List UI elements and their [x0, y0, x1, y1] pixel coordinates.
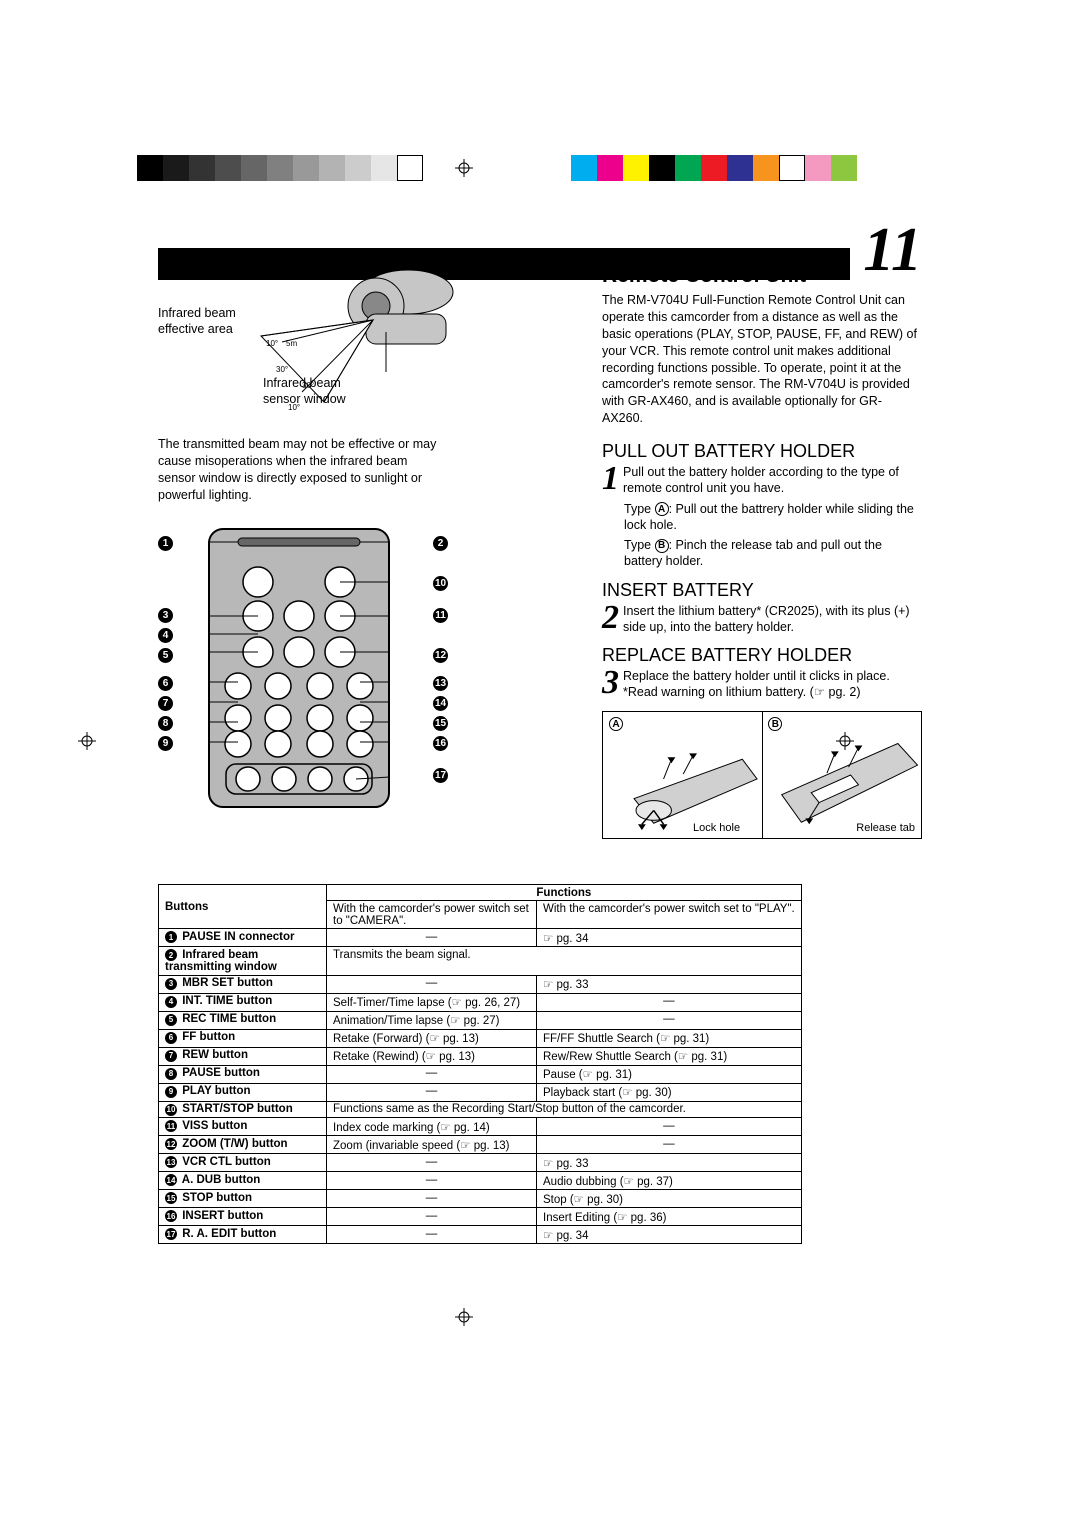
- callout-10: 10: [433, 576, 448, 591]
- battery-holder-diagram: A B: [602, 711, 922, 839]
- infrared-beam-area-label: Infrared beam effective area: [158, 306, 236, 337]
- infrared-sensor-window-label: Infrared beam sensor window: [263, 376, 346, 407]
- step-title: PULL OUT BATTERY HOLDER: [602, 441, 922, 462]
- svg-text:5m: 5m: [286, 339, 297, 348]
- infrared-note: The transmitted beam may not be effectiv…: [158, 436, 448, 504]
- callout-2: 2: [433, 536, 448, 551]
- table-row: 10 START/STOP buttonFunctions same as th…: [159, 1101, 802, 1118]
- callout-17: 17: [433, 768, 448, 783]
- step-text: Insert the lithium battery* (CR2025), wi…: [623, 603, 922, 636]
- step-sub: Type A: Pull out the battrery holder whi…: [624, 501, 922, 534]
- table-row: 3 MBR SET button—☞ pg. 33: [159, 975, 802, 993]
- step-text: Replace the battery holder until it clic…: [623, 668, 890, 701]
- callout-11: 11: [433, 608, 448, 623]
- table-row: 6 FF buttonRetake (Forward) (☞ pg. 13)FF…: [159, 1029, 802, 1047]
- table-row: 4 INT. TIME buttonSelf-Timer/Time lapse …: [159, 993, 802, 1011]
- callout-9: 9: [158, 736, 173, 751]
- table-row: 7 REW buttonRetake (Rewind) (☞ pg. 13)Re…: [159, 1047, 802, 1065]
- table-row: 2 Infrared beam transmitting windowTrans…: [159, 947, 802, 976]
- section-title: Remote Control Unit: [602, 264, 922, 288]
- step-number: 3: [602, 668, 619, 699]
- color-calibration-bar: [137, 155, 857, 181]
- callout-14: 14: [433, 696, 448, 711]
- play-mode-header: With the camcorder's power switch set to…: [537, 901, 802, 929]
- registration-mark-icon: [455, 159, 473, 177]
- table-row: 15 STOP button—Stop (☞ pg. 30): [159, 1190, 802, 1208]
- step-title: REPLACE BATTERY HOLDER: [602, 645, 922, 666]
- registration-mark-icon: [455, 1308, 473, 1326]
- lock-hole-label: Lock hole: [693, 822, 740, 834]
- callout-1: 1: [158, 536, 173, 551]
- callout-4: 4: [158, 628, 173, 643]
- callout-15: 15: [433, 716, 448, 731]
- step-sub: Type B: Pinch the release tab and pull o…: [624, 537, 922, 570]
- camcorder-diagram: 10° 5m 30° 30° 10° Infrared beam effecti…: [158, 264, 448, 430]
- callout-5: 5: [158, 648, 173, 663]
- table-row: 17 R. A. EDIT button—☞ pg. 34: [159, 1226, 802, 1244]
- svg-text:10°: 10°: [266, 339, 278, 348]
- release-tab-label: Release tab: [856, 822, 915, 834]
- table-row: 9 PLAY button—Playback start (☞ pg. 30): [159, 1083, 802, 1101]
- callout-16: 16: [433, 736, 448, 751]
- remote-diagram: 13456789 21011121314151617: [158, 528, 448, 828]
- table-row: 1 PAUSE IN connector—☞ pg. 34: [159, 929, 802, 947]
- step-number: 2: [602, 603, 619, 634]
- left-column: 10° 5m 30° 30° 10° Infrared beam effecti…: [158, 264, 448, 828]
- step-text: Pull out the battery holder according to…: [623, 464, 922, 497]
- registration-mark-icon: [78, 732, 96, 750]
- callout-7: 7: [158, 696, 173, 711]
- table-row: 14 A. DUB button—Audio dubbing (☞ pg. 37…: [159, 1172, 802, 1190]
- table-row: 11 VISS buttonIndex code marking (☞ pg. …: [159, 1118, 802, 1136]
- intro-text: The RM-V704U Full-Function Remote Contro…: [602, 292, 922, 427]
- table-row: 8 PAUSE button—Pause (☞ pg. 31): [159, 1065, 802, 1083]
- camera-mode-header: With the camcorder's power switch set to…: [327, 901, 537, 929]
- callout-8: 8: [158, 716, 173, 731]
- callout-6: 6: [158, 676, 173, 691]
- step-number: 1: [602, 464, 619, 495]
- table-row: 12 ZOOM (T/W) buttonZoom (invariable spe…: [159, 1136, 802, 1154]
- buttons-header: Buttons: [159, 885, 327, 929]
- table-row: 16 INSERT button—Insert Editing (☞ pg. 3…: [159, 1208, 802, 1226]
- table-row: 5 REC TIME buttonAnimation/Time lapse (☞…: [159, 1011, 802, 1029]
- table-row: 13 VCR CTL button—☞ pg. 33: [159, 1154, 802, 1172]
- functions-header: Functions: [327, 885, 802, 901]
- callout-12: 12: [433, 648, 448, 663]
- callout-13: 13: [433, 676, 448, 691]
- right-column: Remote Control Unit The RM-V704U Full-Fu…: [602, 264, 922, 839]
- callout-3: 3: [158, 608, 173, 623]
- svg-text:30°: 30°: [276, 365, 288, 374]
- functions-table: Buttons Functions With the camcorder's p…: [158, 884, 802, 1244]
- step-title: INSERT BATTERY: [602, 580, 922, 601]
